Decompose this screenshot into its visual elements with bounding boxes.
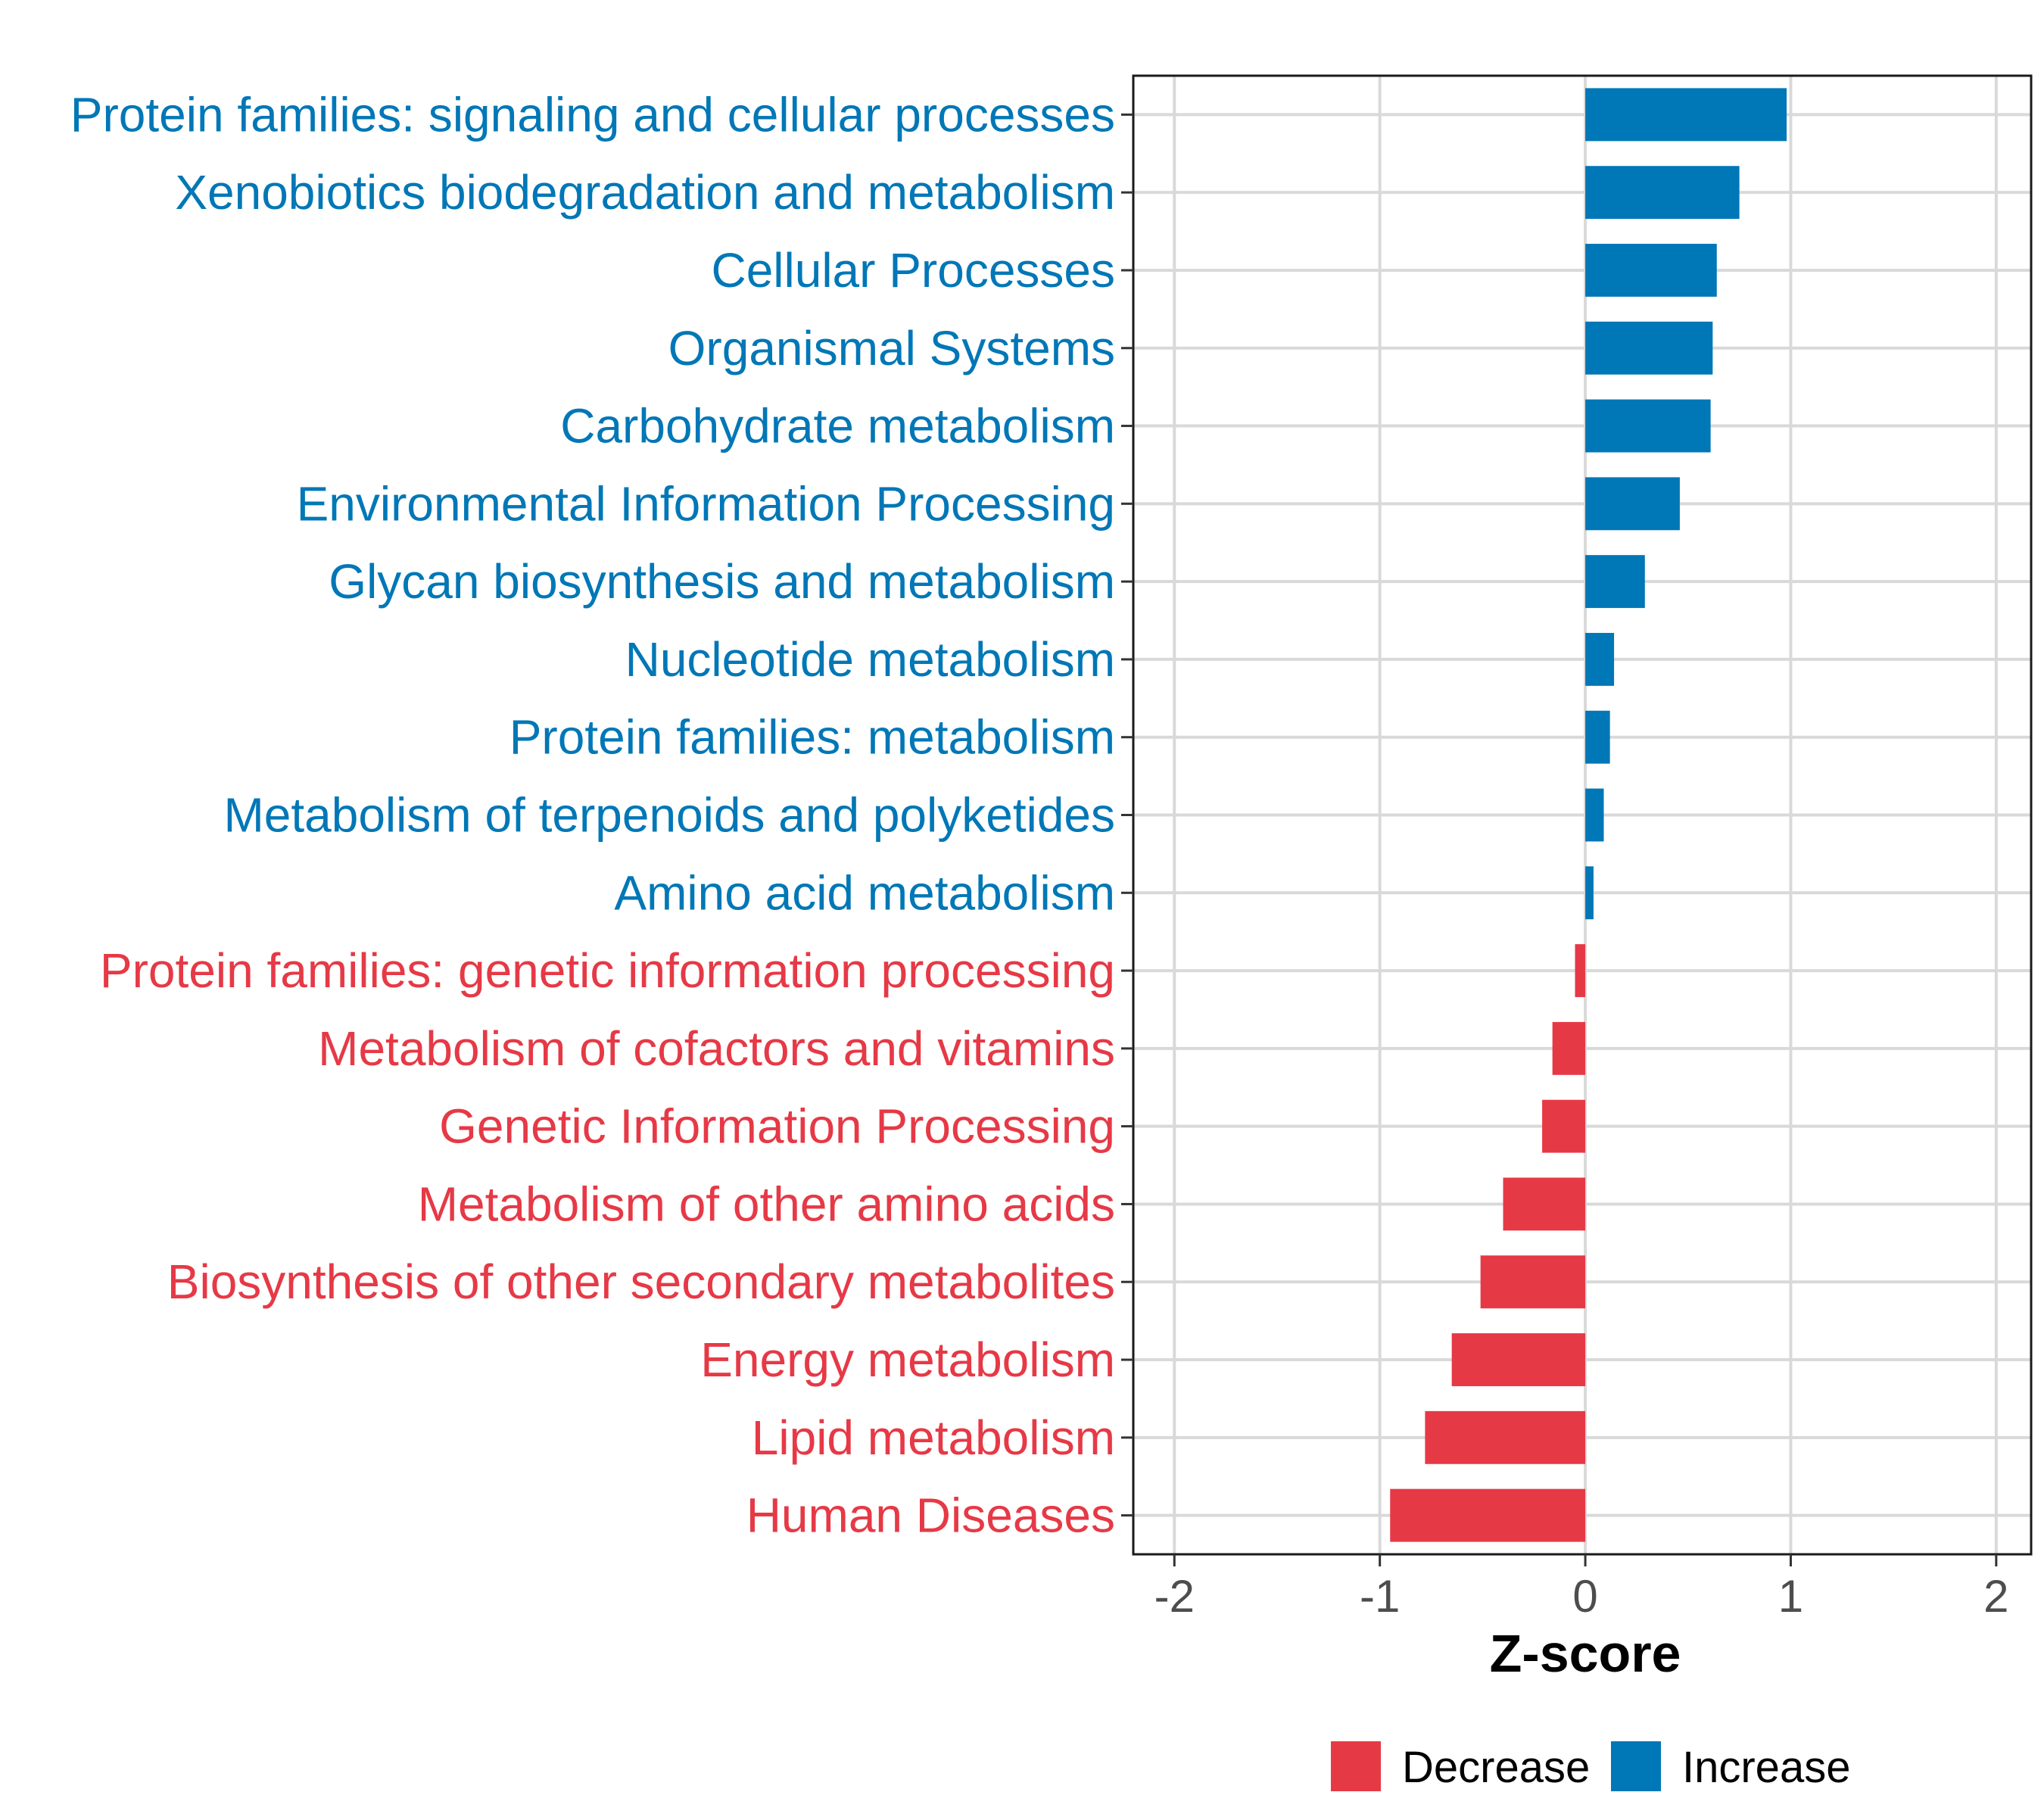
y-tick-label: Xenobiotics biodegradation and metabolis…	[175, 165, 1115, 220]
bar	[1552, 1021, 1586, 1075]
y-tick-label: Biosynthesis of other secondary metaboli…	[167, 1254, 1115, 1309]
x-axis-ticks	[1173, 1554, 1998, 1566]
x-tick-label: 1	[1778, 1571, 1803, 1622]
bar	[1451, 1333, 1586, 1386]
bar	[1585, 244, 1717, 297]
legend: Decrease Increase	[1331, 1741, 1850, 1792]
x-axis-labels: -2 -1 0 1 2	[1154, 1571, 2009, 1622]
bar	[1480, 1255, 1586, 1309]
x-tick-label: 0	[1572, 1571, 1597, 1622]
y-axis-ticks	[1121, 113, 1133, 1517]
y-tick-label: Genetic Information Processing	[439, 1099, 1115, 1154]
y-tick-label: Metabolism of other amino acids	[418, 1177, 1115, 1231]
x-tick-label: -2	[1154, 1571, 1195, 1622]
y-tick-label: Protein families: signaling and cellular…	[70, 87, 1115, 142]
legend-label: Decrease	[1402, 1743, 1590, 1792]
bar	[1585, 166, 1740, 220]
bar	[1585, 555, 1645, 609]
y-tick-label: Metabolism of cofactors and vitamins	[318, 1021, 1115, 1076]
y-axis-labels: Protein families: signaling and cellular…	[70, 87, 1115, 1542]
y-tick-label: Human Diseases	[746, 1488, 1115, 1543]
x-tick-label: 2	[1983, 1571, 2008, 1622]
legend-swatch	[1611, 1741, 1661, 1791]
y-tick-label: Energy metabolism	[700, 1332, 1115, 1387]
bar	[1585, 321, 1713, 375]
bar	[1585, 477, 1680, 531]
bar	[1542, 1099, 1586, 1153]
bar	[1585, 710, 1610, 764]
y-tick-label: Organismal Systems	[668, 321, 1115, 376]
y-tick-label: Lipid metabolism	[752, 1410, 1115, 1465]
y-tick-label: Nucleotide metabolism	[625, 632, 1115, 687]
bar	[1425, 1410, 1586, 1464]
x-tick-label: -1	[1360, 1571, 1400, 1622]
bar	[1585, 632, 1615, 686]
y-tick-label: Amino acid metabolism	[614, 865, 1115, 920]
bar	[1575, 944, 1586, 998]
y-tick-label: Metabolism of terpenoids and polyketides	[223, 788, 1115, 843]
bar	[1585, 88, 1787, 142]
y-tick-label: Glycan biosynthesis and metabolism	[329, 554, 1115, 609]
bar	[1585, 866, 1594, 920]
bar	[1390, 1488, 1586, 1542]
bars	[1390, 88, 1787, 1542]
bar	[1503, 1177, 1586, 1231]
x-axis-title: Z-score	[1490, 1624, 1681, 1683]
legend-swatch	[1331, 1741, 1381, 1791]
y-tick-label: Cellular Processes	[711, 243, 1115, 298]
y-tick-label: Protein families: genetic information pr…	[100, 943, 1115, 998]
bar	[1585, 399, 1711, 453]
y-tick-label: Protein families: metabolism	[509, 710, 1115, 765]
y-tick-label: Carbohydrate metabolism	[560, 399, 1115, 453]
bar	[1585, 788, 1604, 842]
y-tick-label: Environmental Information Processing	[297, 476, 1115, 531]
legend-label: Increase	[1682, 1743, 1850, 1792]
